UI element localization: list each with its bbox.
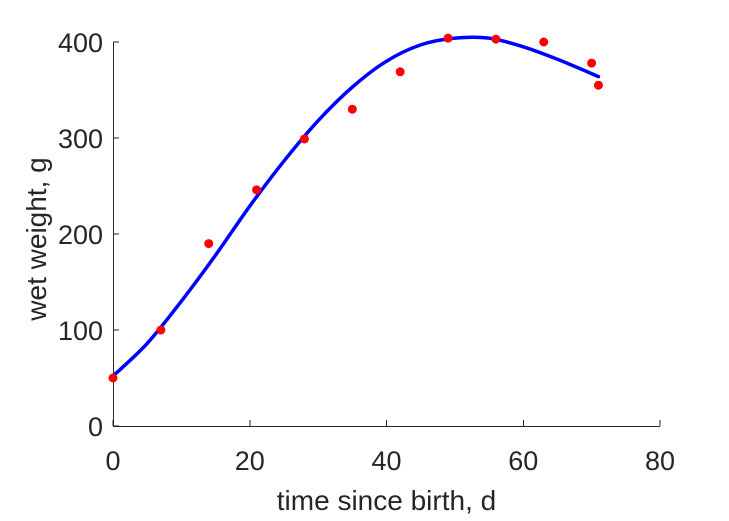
x-axis-label: time since birth, d: [277, 485, 496, 516]
plot-area: 0 20 40 60 80 0 100 200 300 400: [58, 28, 675, 476]
series-layer: [108, 33, 603, 383]
y-tick-label: 100: [58, 316, 103, 346]
data-point: [443, 33, 453, 43]
data-point: [395, 67, 405, 77]
y-tick-label: 400: [58, 28, 103, 58]
data-point: [204, 239, 214, 249]
fit-curve-line: [111, 35, 601, 378]
y-tick-label: 0: [88, 412, 103, 442]
x-tick-label: 0: [105, 446, 120, 476]
data-point: [347, 104, 357, 114]
x-tick-label: 20: [235, 446, 265, 476]
data-point: [491, 34, 501, 44]
y-axis-label: wet weight, g: [21, 157, 52, 321]
x-tick-label: 80: [645, 446, 675, 476]
data-point: [593, 80, 603, 90]
data-point: [156, 325, 166, 335]
x-axis-ticks: 0 20 40 60 80: [105, 420, 675, 476]
y-axis-ticks: 0 100 200 300 400: [58, 28, 119, 442]
data-point: [108, 373, 118, 383]
y-tick-label: 300: [58, 124, 103, 154]
data-point: [587, 58, 597, 68]
data-point: [252, 185, 262, 195]
x-tick-label: 40: [371, 446, 401, 476]
data-point: [299, 134, 309, 144]
y-tick-label: 200: [58, 220, 103, 250]
x-tick-label: 60: [508, 446, 538, 476]
data-point: [539, 37, 549, 47]
